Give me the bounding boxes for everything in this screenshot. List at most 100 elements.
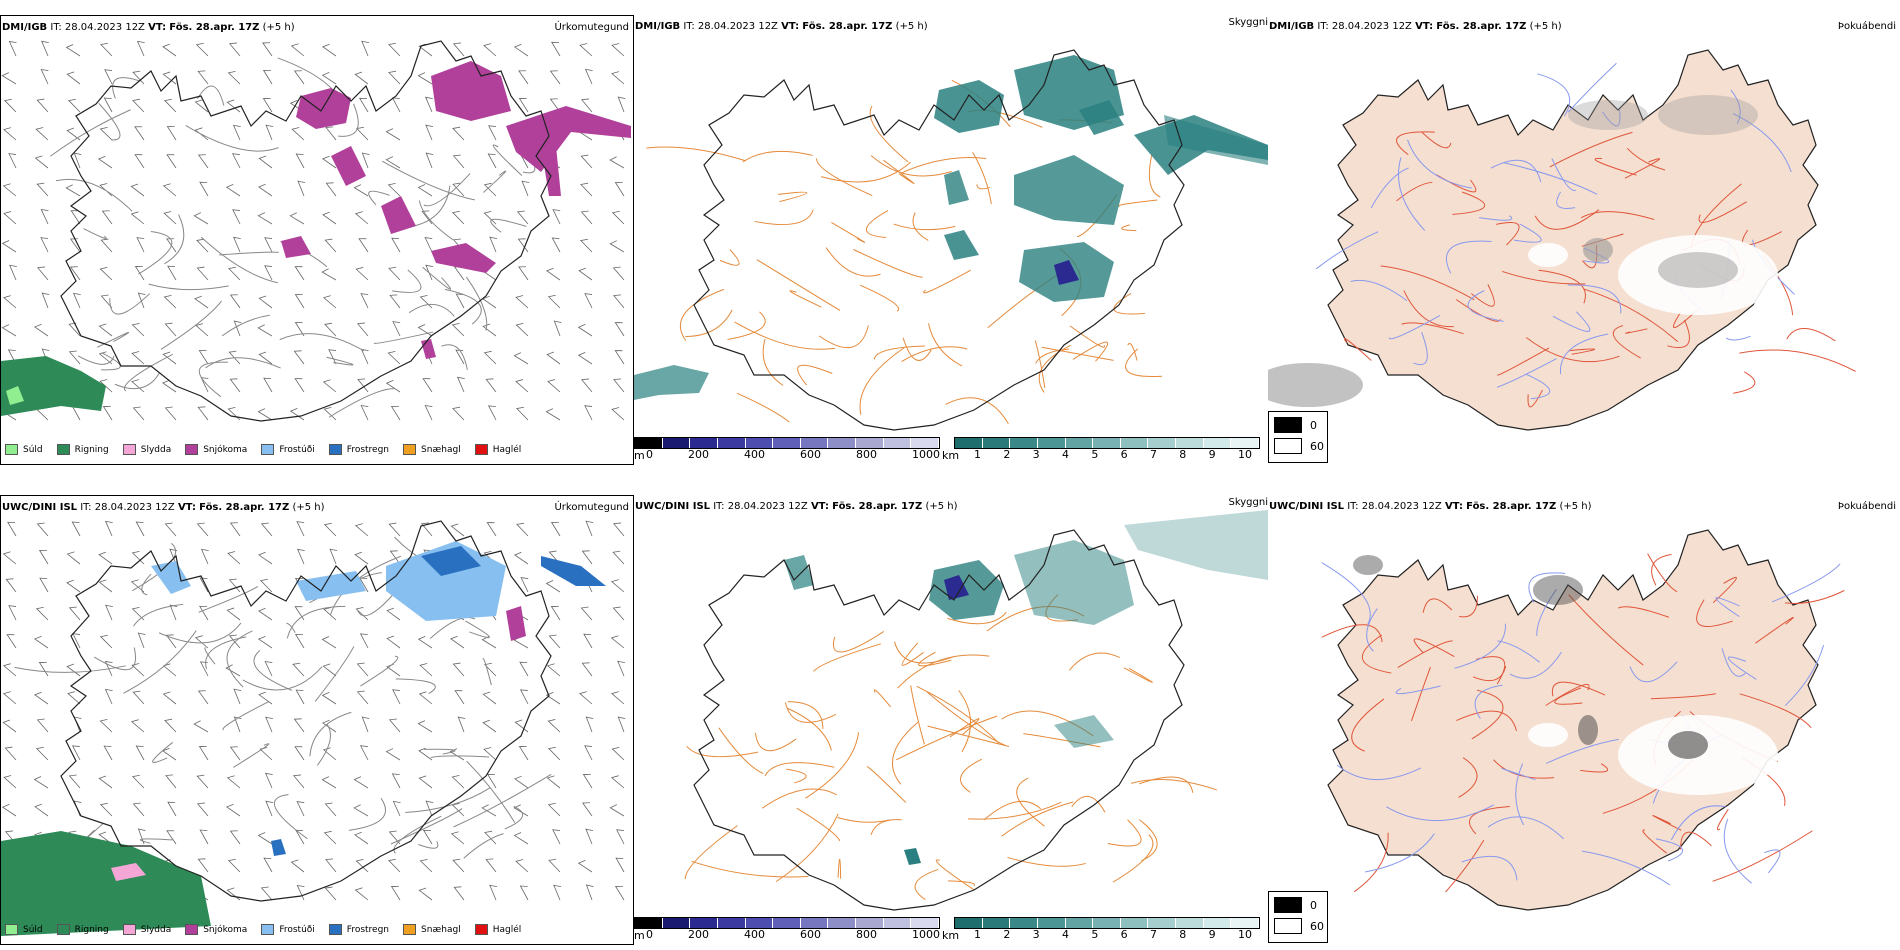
snow-area xyxy=(431,61,511,121)
road-line xyxy=(338,103,359,137)
road-line xyxy=(253,650,293,691)
fog-legend-row: 60 xyxy=(1274,918,1327,934)
road-line xyxy=(1321,624,1383,643)
wind-barb xyxy=(449,748,465,761)
road-line xyxy=(918,651,952,667)
road-line xyxy=(947,612,1007,625)
wind-barb xyxy=(483,43,497,57)
legend-item: Snæhagl xyxy=(403,444,461,455)
road-line xyxy=(1121,224,1137,232)
road-line xyxy=(1501,768,1536,781)
ceiling-colorbar: 0 200 400 600 800 1000 xyxy=(634,437,940,461)
road-line xyxy=(1068,652,1120,671)
road-line xyxy=(1509,651,1562,679)
wind-barb xyxy=(355,858,369,873)
legend-label: Snjókoma xyxy=(203,924,248,935)
wind-barb xyxy=(229,830,241,845)
wind-barb xyxy=(163,211,177,225)
wind-barb xyxy=(585,828,594,845)
legend-label: Snæhagl xyxy=(421,444,461,455)
colorbar-cell xyxy=(1065,438,1094,448)
wind-barb xyxy=(355,267,369,281)
wind-barb xyxy=(68,322,81,337)
wind-barb xyxy=(167,265,177,281)
colorbar-cell xyxy=(1093,438,1121,448)
road-line xyxy=(1625,328,1648,334)
colorbar-cell xyxy=(690,438,718,448)
road-line xyxy=(1538,269,1586,304)
road-line xyxy=(390,808,463,845)
wind-barb xyxy=(198,350,209,365)
road-line xyxy=(368,190,390,206)
snow-area xyxy=(281,236,311,258)
fog-legend-swatch xyxy=(1274,417,1302,433)
wind-barb xyxy=(134,266,145,281)
road-line xyxy=(684,825,738,880)
wind-barb xyxy=(609,240,625,253)
road-line xyxy=(418,841,439,849)
wind-barb xyxy=(322,211,337,225)
road-line xyxy=(679,288,725,341)
wind-barb xyxy=(418,691,433,705)
wind-barb xyxy=(419,663,433,677)
road-line xyxy=(1536,588,1557,636)
colorbar-cell xyxy=(1176,918,1204,928)
road-line xyxy=(1560,333,1609,375)
wind-barb xyxy=(228,266,241,281)
road-line xyxy=(242,666,323,691)
road-line xyxy=(1041,346,1114,361)
snow-area xyxy=(296,88,351,129)
wind-barb xyxy=(132,70,145,85)
valid-time: Fös. 28.apr. 17Z xyxy=(199,502,290,513)
road-line xyxy=(1497,347,1550,376)
wind-barb xyxy=(425,152,434,169)
road-line xyxy=(1413,638,1455,658)
road-line xyxy=(1454,623,1506,669)
wind-barb xyxy=(388,858,401,873)
valid-label: VT: xyxy=(810,501,829,512)
wind-barb xyxy=(354,831,369,845)
wind-barb xyxy=(451,322,465,337)
wind-barb xyxy=(322,295,337,309)
road-line xyxy=(1458,757,1478,798)
wind-barb xyxy=(513,352,529,365)
wind-barb xyxy=(99,802,113,817)
wind-barb xyxy=(36,522,49,537)
road-line xyxy=(1107,819,1142,847)
wind-barb xyxy=(66,71,81,85)
wind-barb xyxy=(417,636,433,649)
road-line xyxy=(870,819,902,835)
road-line xyxy=(233,743,270,768)
wind-barb xyxy=(392,689,401,705)
road-line xyxy=(1380,265,1475,301)
wind-barb xyxy=(233,716,242,733)
legend-swatch xyxy=(403,444,417,455)
wind-barb xyxy=(484,830,497,845)
road-line xyxy=(197,85,225,106)
wind-barb xyxy=(134,154,145,169)
road-line xyxy=(94,647,136,671)
wind-barb xyxy=(66,551,81,565)
road-line xyxy=(1422,598,1453,613)
wind-barb xyxy=(545,580,561,593)
wind-barb xyxy=(65,44,81,57)
snow-area xyxy=(431,243,496,273)
road-line xyxy=(691,860,809,878)
wind-barb xyxy=(418,775,433,789)
road-line xyxy=(14,665,126,673)
road-line xyxy=(764,762,835,777)
road-line xyxy=(1148,155,1161,198)
road-line xyxy=(825,247,881,277)
wind-barb xyxy=(169,604,178,621)
road-line xyxy=(133,603,184,627)
road-line xyxy=(775,813,839,883)
wind-barb xyxy=(228,42,241,57)
wind-barb xyxy=(580,182,593,197)
wind-barb xyxy=(68,774,81,789)
model-name: DMI/IGB xyxy=(2,22,48,33)
snow-area xyxy=(541,146,561,196)
road-line xyxy=(326,356,354,366)
wind-barb xyxy=(104,688,113,705)
road-line xyxy=(1472,665,1507,682)
legend-label: Frostúði xyxy=(279,924,315,935)
